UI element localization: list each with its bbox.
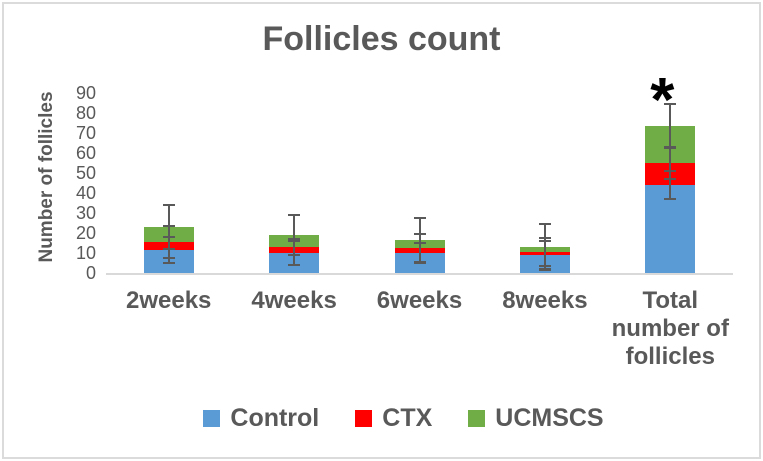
error-bar-line <box>167 205 170 249</box>
legend-label-control: Control <box>230 404 320 432</box>
legend-item-control: Control <box>203 404 319 433</box>
error-bar-cap-top <box>413 217 426 219</box>
error-bar-cap-bottom <box>538 269 551 271</box>
error-bar-cap-bottom <box>664 198 677 200</box>
legend-label-ucmscs: UCMSCS <box>495 404 604 432</box>
error-bar-cap-bottom <box>413 261 426 263</box>
y-tick-label: 70 <box>75 123 96 143</box>
legend: Control CTX UCMSCS <box>22 404 763 433</box>
y-tick-label: 50 <box>75 163 96 183</box>
legend-item-ucmscs: UCMSCS <box>468 404 604 433</box>
error-bar-cap-bottom <box>664 178 677 180</box>
error-bar-line <box>669 147 672 179</box>
error-bar-line <box>669 104 672 148</box>
x-category-label: 4weeks <box>251 287 337 314</box>
legend-swatch-ctx <box>355 410 373 427</box>
legend-swatch-control <box>203 410 221 427</box>
error-bar-cap-top <box>664 103 677 105</box>
legend-label-ctx: CTX <box>382 404 433 432</box>
x-category-label: 8weeks <box>502 287 588 314</box>
error-bar-cap-bottom <box>162 248 175 250</box>
error-bar-cap-bottom <box>664 147 677 149</box>
y-tick-label: 60 <box>75 143 96 163</box>
error-bar-line <box>543 224 546 270</box>
significance-asterisk: * <box>650 66 675 135</box>
error-bar-cap-top <box>288 214 301 216</box>
error-bar-line <box>293 215 296 255</box>
error-bar-cap-bottom <box>413 262 426 264</box>
error-bar-cap-top <box>538 223 551 225</box>
x-category-label: Total number of follicles <box>611 287 729 370</box>
y-tick-label: 90 <box>75 83 96 103</box>
chart-title: Follicles count <box>262 20 501 58</box>
y-tick-label: 40 <box>75 183 96 203</box>
error-bar-line <box>669 171 672 199</box>
x-axis-line <box>106 273 733 275</box>
error-bar-cap-bottom <box>162 257 175 259</box>
y-tick-label: 30 <box>75 203 96 223</box>
x-category-label: 2weeks <box>125 287 212 314</box>
error-bar-cap-bottom <box>288 264 301 266</box>
y-tick-label: 10 <box>75 243 96 263</box>
y-tick-label: 0 <box>85 263 96 283</box>
x-category-label: 6weeks <box>376 287 463 314</box>
error-bar-line <box>418 218 421 262</box>
error-bar-cap-bottom <box>162 262 175 264</box>
error-bar-cap-top <box>162 204 175 206</box>
error-bar-cap-bottom <box>288 254 301 256</box>
legend-swatch-ucmscs <box>468 410 486 427</box>
y-tick-label: 20 <box>75 223 96 243</box>
legend-item-ctx: CTX <box>355 404 432 433</box>
y-tick-label: 80 <box>75 103 96 123</box>
